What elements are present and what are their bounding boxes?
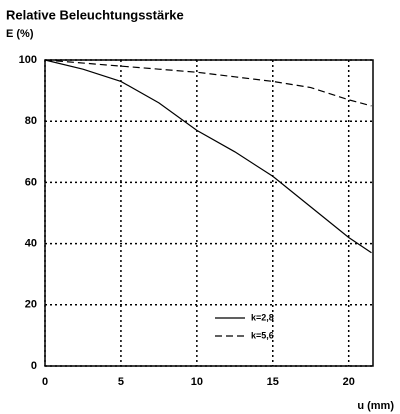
y-axis-label: E (%): [6, 28, 34, 40]
legend-label: k=5,6: [251, 330, 274, 340]
x-tick-label: 10: [191, 376, 203, 388]
legend-label: k=2,8: [251, 312, 274, 322]
data-line: [44, 59, 372, 254]
y-tick-label: 20: [25, 299, 37, 311]
x-tick-label: 20: [343, 376, 355, 388]
data-line: [44, 59, 372, 107]
plot-frame: [44, 59, 374, 367]
y-tick-label: 40: [25, 238, 37, 250]
y-tick-label: 60: [25, 176, 37, 188]
chart-title: Relative Beleuchtungsstärke: [6, 7, 184, 22]
y-tick-label: 100: [19, 54, 37, 66]
y-tick-label: 0: [31, 360, 37, 372]
y-tick-label: 80: [25, 115, 37, 127]
x-tick-label: 15: [267, 376, 279, 388]
x-axis-label: u (mm): [357, 400, 394, 412]
x-tick-label: 0: [42, 376, 48, 388]
x-tick-label: 5: [118, 376, 124, 388]
